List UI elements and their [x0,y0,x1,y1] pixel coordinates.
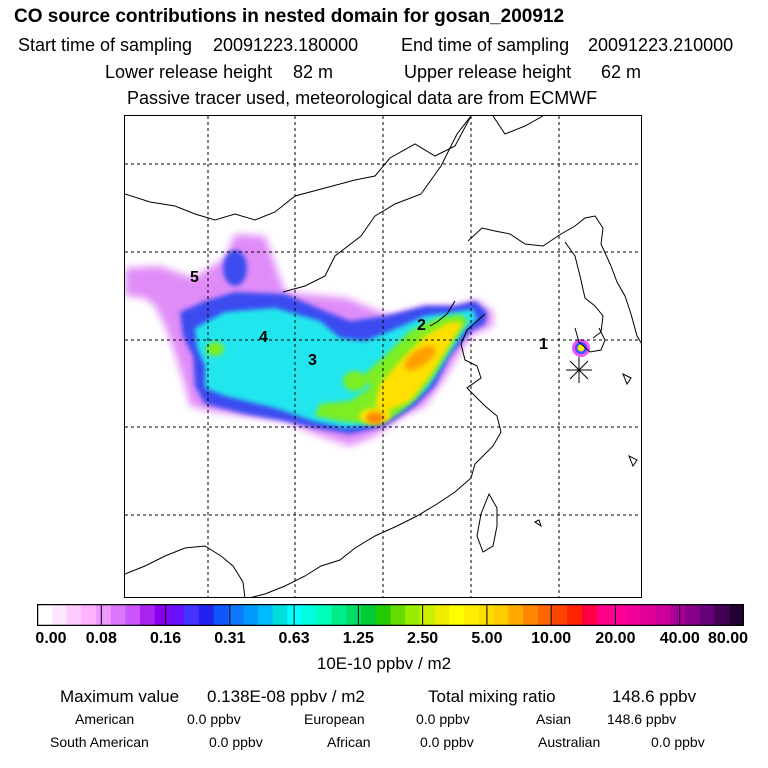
colorbar-cell [611,604,627,626]
european-label: European [304,711,365,727]
end-time-value: 20091223.210000 [588,35,734,55]
heatmap-svg: 1 2 3 4 5 [125,116,641,597]
colorbar-tick-label: 40.00 [659,630,700,647]
asian-value: 148.6 ppbv [607,711,677,727]
colorbar-cell [66,604,82,626]
receptor-star-marker [566,357,592,383]
american-value: 0.0 ppbv [187,711,241,727]
american-label: American [75,711,135,727]
max-value: 0.138E-08 ppbv / m2 [207,687,365,706]
region-label-4: 4 [259,329,268,346]
colorbar-tick-label: 0.31 [214,630,246,647]
colorbar-cell [537,604,554,626]
colorbar-cell [419,604,436,626]
colorbar-cell [390,604,406,626]
colorbar-cell [581,604,598,626]
colorbar-cell [81,604,97,626]
receptor-hotspot [572,339,590,357]
colorbar-tick-label: 0.63 [278,630,310,647]
total-mixing-value: 148.6 ppbv [612,687,697,706]
african-label: African [327,734,371,750]
colorbar-cell [464,604,480,626]
colorbar-cell [257,604,274,626]
colorbar-cell [228,604,244,626]
colorbar-cell [375,604,391,626]
tracer-note: Passive tracer used, meteorological data… [127,88,598,108]
colorbar-cell [169,604,185,626]
max-value-label: Maximum value [60,687,180,706]
colorbar-cell [287,604,303,626]
colorbar-cell [626,604,642,626]
south-american-label: South American [50,734,149,750]
region-label-5: 5 [190,269,199,286]
south-american-value: 0.0 ppbv [209,734,263,750]
colorbar [37,604,744,626]
colorbar-cell [685,604,701,626]
colorbar-cell [213,604,229,626]
colorbar-cell [714,604,730,626]
colorbar-cell [596,604,612,626]
african-value: 0.0 ppbv [420,734,474,750]
colorbar-tick-label: 80.00 [707,630,749,647]
colorbar-cell [184,604,200,626]
colorbar-cell [405,604,421,626]
colorbar-cell [51,604,67,626]
colorbar-cell [361,604,377,626]
end-time-label: End time of sampling [401,35,570,55]
colorbar-cell [640,604,657,626]
start-time-value: 20091223.180000 [213,35,359,55]
colorbar-tick-label: 1.25 [342,630,374,647]
colorbar-cell [37,604,53,626]
plume-layer-orange [366,345,436,424]
colorbar-cell [110,604,126,626]
colorbar-cell [125,604,141,626]
colorbar-cell [508,604,524,626]
region-label-1: 1 [539,336,548,353]
asian-label: Asian [536,711,572,727]
total-mixing-label: Total mixing ratio [428,687,556,706]
colorbar-cell [523,604,539,626]
lower-height-value: 82 m [293,62,334,82]
chart-title: CO source contributions in nested domain… [14,6,565,27]
lower-height-label: Lower release height [105,62,273,82]
colorbar-cell [655,604,671,626]
start-time-label: Start time of sampling [18,35,193,55]
australian-label: Australian [538,734,601,750]
colorbar-cell [331,604,347,626]
heatmap-panel: 1 2 3 4 5 [124,115,642,598]
colorbar-cell [699,604,716,626]
colorbar-cell [567,604,583,626]
colorbar-cell [316,604,333,626]
colorbar-cell [199,604,215,626]
colorbar-cell [140,604,156,626]
colorbar-tick-label: 20.00 [595,630,636,647]
colorbar-cell [449,604,465,626]
upper-height-label: Upper release height [404,62,572,82]
colorbar-tick-label: 0.08 [85,630,117,647]
colorbar-cell [272,604,288,626]
colorbar-cell [493,604,509,626]
colorbar-cell [302,604,318,626]
colorbar-cell [670,604,686,626]
region-label-2: 2 [417,317,426,334]
colorbar-tick-label: 0.16 [149,630,182,647]
colorbar-cell [346,604,362,626]
region-label-3: 3 [308,352,317,369]
colorbar-border [37,604,744,626]
colorbar-tick-label: 0.00 [35,630,67,647]
graticule [125,116,641,597]
colorbar-cell [243,604,259,626]
colorbar-cell [154,604,171,626]
european-value: 0.0 ppbv [416,711,470,727]
colorbar-cell [434,604,450,626]
colorbar-cell [95,604,112,626]
upper-height-value: 62 m [601,62,642,82]
colorbar-cell [729,604,744,626]
colorbar-tick-label: 10.00 [531,630,572,647]
australian-value: 0.0 ppbv [651,734,705,750]
colorbar-tick-label: 2.50 [407,630,439,647]
colorbar-unit-label: 10E-10 ppbv / m2 [316,654,452,673]
colorbar-cell [552,604,568,626]
colorbar-tick-label: 5.00 [471,630,503,647]
